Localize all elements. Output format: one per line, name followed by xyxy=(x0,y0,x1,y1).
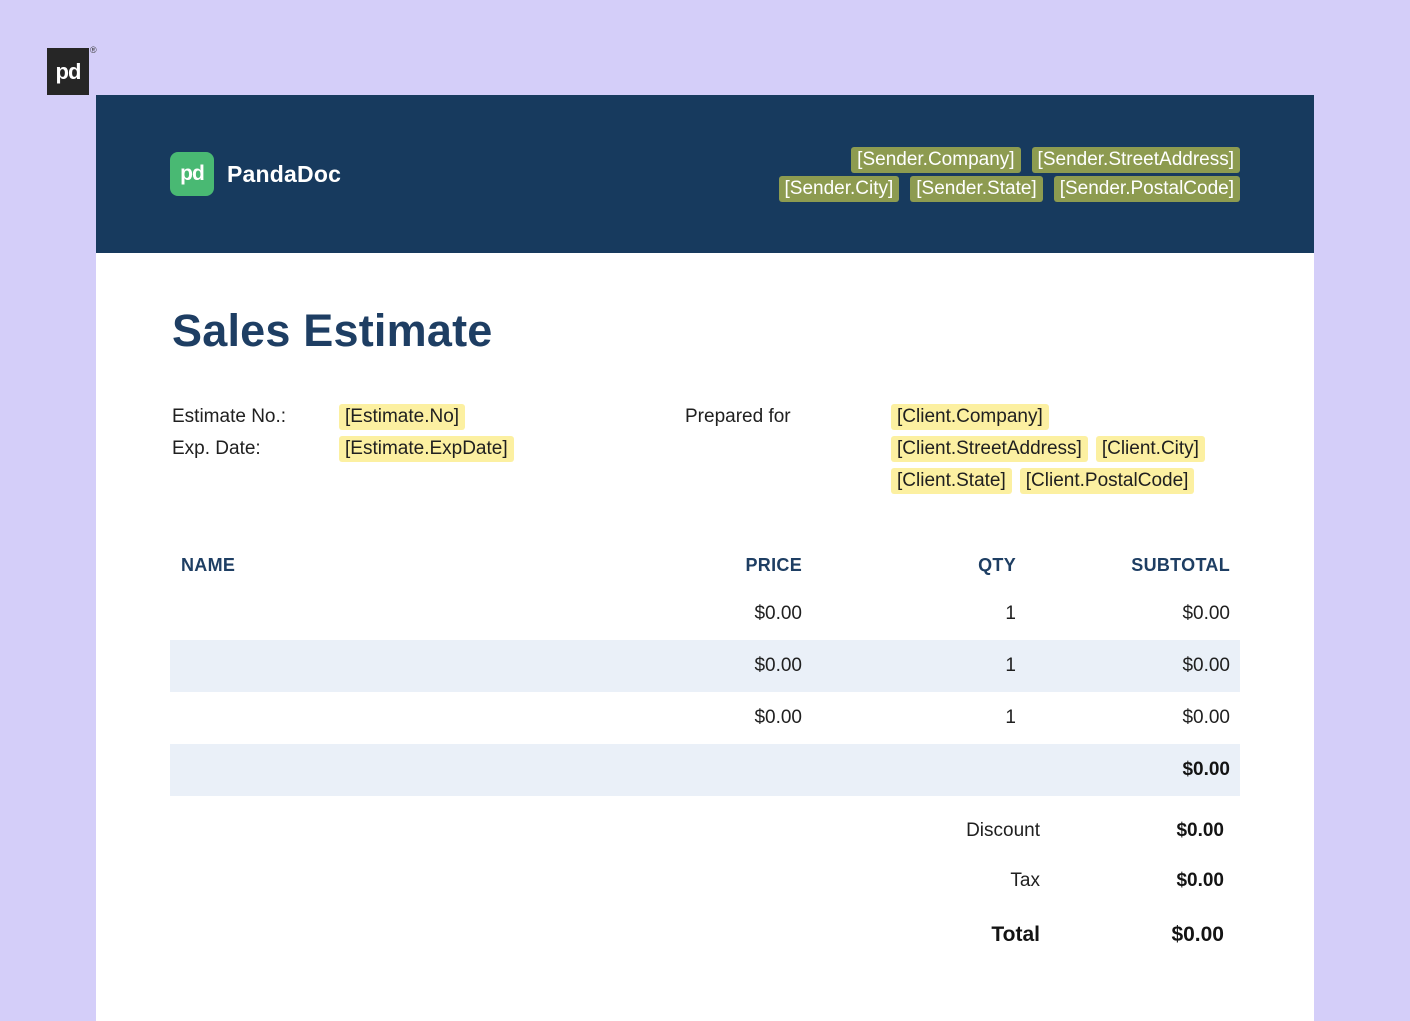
estimate-no-label: Estimate No.: xyxy=(172,406,287,427)
estimate-values-column: [Estimate.No] [Estimate.ExpDate] xyxy=(339,401,685,497)
merge-field-client-postal-code: [Client.PostalCode] xyxy=(1019,468,1195,494)
total-row: Total $0.00 xyxy=(170,908,1240,962)
item-price-cell: $0.00 xyxy=(754,707,802,728)
sender-address-block: [Sender.Company] [Sender.StreetAddress] … xyxy=(778,144,1240,204)
merge-field-sender-postal-code: [Sender.PostalCode] xyxy=(1053,175,1240,202)
column-header-price: PRICE xyxy=(745,554,802,575)
exp-date-label: Exp. Date: xyxy=(172,438,261,459)
document-title: Sales Estimate xyxy=(172,305,493,356)
total-value: $0.00 xyxy=(1171,923,1224,946)
empty-cell xyxy=(170,744,560,796)
empty-cell xyxy=(812,744,1026,796)
item-name-cell xyxy=(170,640,560,692)
merge-field-estimate-exp-date: [Estimate.ExpDate] xyxy=(339,436,514,462)
line-items-table: NAME PRICE QTY SUBTOTAL $0.00 1 $0.00 xyxy=(170,542,1240,796)
item-price-cell: $0.00 xyxy=(754,603,802,624)
table-header-row: NAME PRICE QTY SUBTOTAL xyxy=(170,542,1240,588)
tax-value: $0.00 xyxy=(1176,870,1224,891)
table-row: $0.00 1 $0.00 xyxy=(170,588,1240,640)
merge-field-estimate-no: [Estimate.No] xyxy=(339,404,466,430)
discount-label: Discount xyxy=(966,820,1040,841)
item-qty-cell: 1 xyxy=(1005,707,1016,728)
merge-field-client-city: [Client.City] xyxy=(1095,436,1205,462)
table-row: $0.00 1 $0.00 xyxy=(170,640,1240,692)
item-subtotal-cell: $0.00 xyxy=(1182,707,1230,728)
empty-cell xyxy=(560,744,812,796)
total-label: Total xyxy=(991,923,1040,946)
pandadoc-logo-glyph: pd xyxy=(55,58,82,84)
pandadoc-logo-icon: pd xyxy=(170,152,214,196)
discount-row: Discount $0.00 xyxy=(170,806,1240,856)
tax-row: Tax $0.00 xyxy=(170,856,1240,906)
item-price-cell: $0.00 xyxy=(754,655,802,676)
pandadoc-watermark-logo: pd xyxy=(47,48,89,95)
merge-field-client-company: [Client.Company] xyxy=(891,404,1049,430)
prepared-for-column: Prepared for xyxy=(685,401,891,497)
table-row: $0.00 1 $0.00 xyxy=(170,692,1240,744)
sender-line-2: [Sender.City] [Sender.State] [Sender.Pos… xyxy=(778,175,1240,202)
merge-field-client-street-address: [Client.StreetAddress] xyxy=(891,436,1088,462)
sender-line-1: [Sender.Company] [Sender.StreetAddress] xyxy=(779,146,1240,173)
table-subtotal-row: $0.00 xyxy=(170,744,1240,796)
client-address-block: [Client.Company] [Client.StreetAddress] … xyxy=(891,401,1240,497)
totals-summary-section: Discount $0.00 Tax $0.00 Total $0.00 xyxy=(170,806,1240,962)
item-name-cell xyxy=(170,588,560,640)
column-header-subtotal: SUBTOTAL xyxy=(1131,554,1230,575)
merge-field-client-state: [Client.State] xyxy=(891,468,1012,494)
estimate-document-page: pd PandaDoc [Sender.Company] [Sender.Str… xyxy=(96,95,1314,1021)
tax-label: Tax xyxy=(1010,870,1040,891)
pandadoc-logo-glyph: pd xyxy=(180,162,205,185)
brand-name: PandaDoc xyxy=(227,160,342,187)
discount-value: $0.00 xyxy=(1176,820,1224,841)
column-header-qty: QTY xyxy=(978,554,1016,575)
merge-field-sender-city: [Sender.City] xyxy=(778,175,900,202)
item-qty-cell: 1 xyxy=(1005,655,1016,676)
document-header: pd PandaDoc [Sender.Company] [Sender.Str… xyxy=(96,95,1314,253)
item-subtotal-cell: $0.00 xyxy=(1182,655,1230,676)
item-name-cell xyxy=(170,692,560,744)
prepared-for-label: Prepared for xyxy=(685,406,791,427)
column-header-name: NAME xyxy=(181,554,236,575)
item-subtotal-cell: $0.00 xyxy=(1182,603,1230,624)
item-qty-cell: 1 xyxy=(1005,603,1016,624)
brand-logo: pd PandaDoc xyxy=(170,152,341,196)
estimate-labels-column: Estimate No.: Exp. Date: xyxy=(172,401,339,497)
merge-field-sender-street-address: [Sender.StreetAddress] xyxy=(1031,146,1240,173)
registered-trademark-mark: ® xyxy=(90,45,97,55)
items-subtotal-cell: $0.00 xyxy=(1182,759,1230,780)
document-body: Sales Estimate Estimate No.: Exp. Date: … xyxy=(96,305,1314,962)
merge-field-sender-state: [Sender.State] xyxy=(910,175,1043,202)
merge-field-sender-company: [Sender.Company] xyxy=(851,146,1021,173)
estimate-info-section: Estimate No.: Exp. Date: [Estimate.No] [… xyxy=(172,401,1240,497)
